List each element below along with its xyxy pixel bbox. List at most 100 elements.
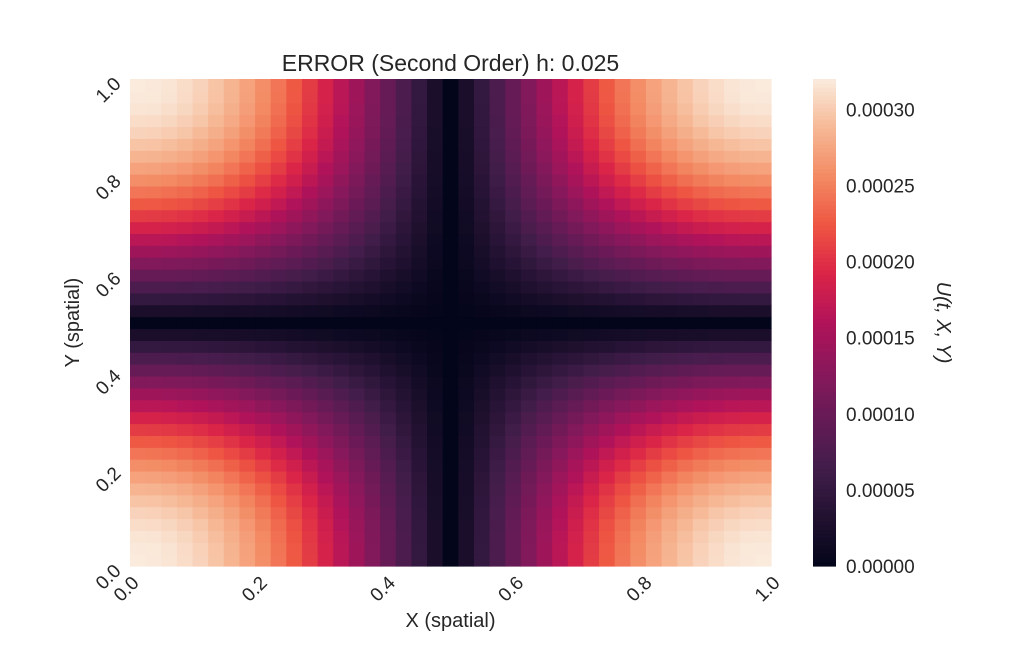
- heatmap-cell: [708, 102, 725, 116]
- heatmap-cell: [333, 138, 350, 151]
- heatmap-cell: [583, 530, 600, 543]
- colorbar-segment: [813, 204, 836, 210]
- heatmap-cell: [692, 423, 710, 436]
- heatmap-cell: [255, 209, 272, 223]
- heatmap-cell: [161, 375, 178, 389]
- heatmap-cell: [286, 459, 303, 472]
- heatmap-cell: [458, 435, 475, 448]
- heatmap-cell: [270, 530, 287, 543]
- heatmap-cell: [505, 221, 522, 235]
- heatmap-cell: [489, 518, 506, 531]
- heatmap-cell: [489, 423, 506, 436]
- heatmap-cell: [270, 506, 287, 520]
- heatmap-cell: [473, 292, 491, 306]
- heatmap-cell: [427, 221, 444, 235]
- heatmap-cell: [270, 399, 287, 413]
- heatmap-cell: [755, 90, 772, 104]
- heatmap-cell: [677, 292, 694, 306]
- heatmap-cell: [614, 364, 631, 377]
- heatmap-cell: [505, 79, 522, 92]
- heatmap-cell: [473, 470, 491, 484]
- heatmap-cell: [380, 506, 397, 520]
- heatmap-cell: [333, 304, 350, 318]
- heatmap-cell: [473, 387, 491, 401]
- heatmap-cell: [677, 399, 694, 413]
- heatmap-cell: [739, 411, 756, 425]
- heatmap-cell: [724, 138, 741, 151]
- heatmap-cell: [645, 197, 663, 211]
- heatmap-cell: [458, 411, 475, 425]
- heatmap-cell: [161, 530, 178, 543]
- heatmap-cell: [380, 292, 397, 306]
- heatmap-cell: [176, 162, 194, 175]
- heatmap-cell: [317, 530, 334, 543]
- heatmap-cell: [552, 411, 569, 425]
- heatmap-cell: [708, 114, 725, 128]
- heatmap-cell: [317, 150, 334, 163]
- heatmap-cell: [239, 280, 256, 294]
- colorbar-segment: [813, 95, 836, 100]
- heatmap-cell: [661, 90, 678, 104]
- heatmap-cell: [270, 257, 287, 270]
- heatmap-cell: [536, 245, 553, 258]
- colorbar-segment: [813, 492, 836, 498]
- heatmap-cell: [427, 506, 444, 520]
- heatmap-cell: [364, 304, 381, 318]
- heatmap-cell: [145, 162, 162, 175]
- heatmap-cell: [473, 138, 491, 151]
- heatmap-cell: [380, 375, 397, 389]
- heatmap-cell: [583, 316, 600, 330]
- heatmap-cell: [442, 411, 459, 425]
- heatmap-cell: [286, 411, 303, 425]
- heatmap-cell: [380, 352, 397, 365]
- heatmap-cell: [208, 280, 225, 294]
- heatmap-cell: [458, 162, 475, 175]
- heatmap-cell: [348, 494, 366, 508]
- heatmap-cell: [317, 482, 334, 496]
- heatmap-cell: [427, 387, 444, 401]
- heatmap-cell: [505, 411, 522, 425]
- heatmap-cell: [630, 411, 647, 425]
- heatmap-cell: [645, 411, 663, 425]
- heatmap-cell: [661, 257, 678, 270]
- heatmap-cell: [473, 304, 491, 318]
- heatmap-cell: [645, 150, 663, 163]
- heatmap-cell: [630, 138, 647, 151]
- heatmap-cell: [458, 506, 475, 520]
- heatmap-cell: [599, 411, 616, 425]
- heatmap-cell: [505, 542, 522, 555]
- heatmap-cell: [223, 292, 241, 306]
- heatmap-cell: [239, 447, 256, 460]
- colorbar-segment: [813, 79, 836, 84]
- heatmap-cell: [724, 352, 741, 365]
- heatmap-cell: [333, 470, 350, 484]
- heatmap-cell: [536, 554, 553, 567]
- heatmap-cell: [708, 174, 725, 187]
- heatmap-cell: [520, 506, 538, 520]
- heatmap-cell: [661, 150, 678, 163]
- heatmap-cell: [520, 435, 538, 448]
- heatmap-cell: [380, 162, 397, 175]
- heatmap-cell: [645, 494, 663, 508]
- heatmap-cell: [645, 459, 663, 472]
- heatmap-cell: [583, 352, 600, 365]
- heatmap-cell: [708, 269, 725, 282]
- heatmap-cell: [239, 102, 256, 116]
- heatmap-cell: [176, 470, 194, 484]
- heatmap-cell: [317, 102, 334, 116]
- heatmap-cell: [567, 470, 584, 484]
- heatmap-cell: [270, 114, 287, 128]
- colorbar-segment: [813, 261, 836, 267]
- heatmap-cell: [317, 506, 334, 520]
- heatmap-cell: [692, 102, 710, 116]
- heatmap-cell: [739, 162, 756, 175]
- heatmap-cell: [427, 304, 444, 318]
- heatmap-cell: [520, 364, 538, 377]
- heatmap-cell: [583, 470, 600, 484]
- heatmap-cell: [427, 185, 444, 199]
- heatmap-cell: [348, 114, 366, 128]
- heatmap-cell: [333, 162, 350, 175]
- heatmap-cell: [223, 126, 241, 139]
- colorbar-segment: [813, 525, 836, 531]
- heatmap-cell: [176, 138, 194, 151]
